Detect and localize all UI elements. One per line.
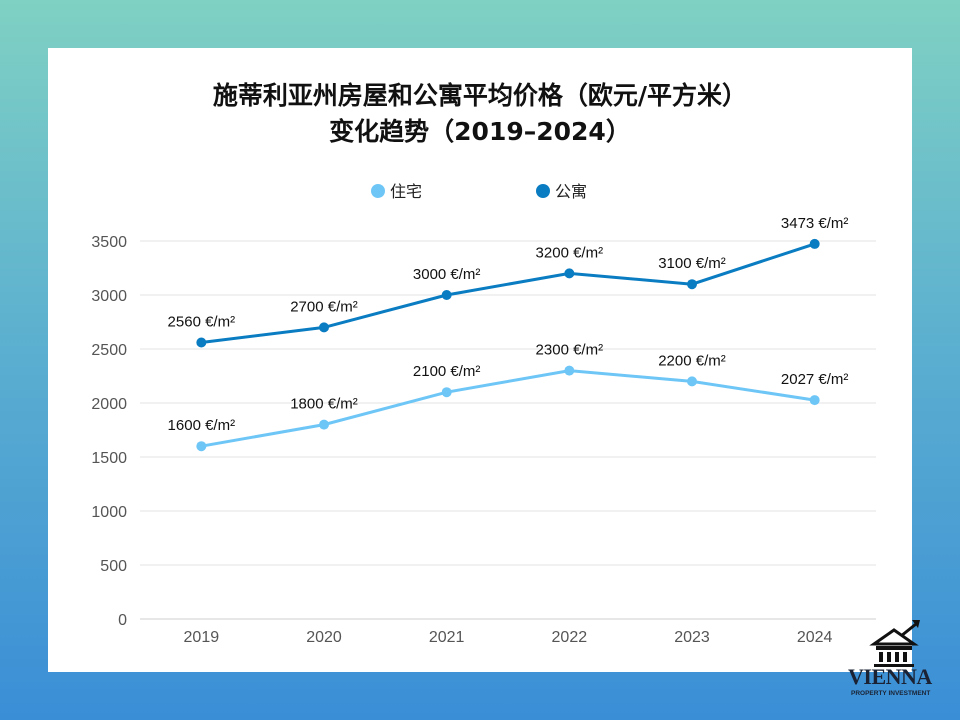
data-label: 2700 €/m² bbox=[290, 298, 358, 315]
data-label: 2027 €/m² bbox=[781, 371, 849, 388]
logo-name: VIENNA bbox=[848, 664, 932, 689]
data-label: 2100 €/m² bbox=[413, 363, 481, 380]
legend-label: 住宅 bbox=[390, 182, 422, 201]
data-label: 3200 €/m² bbox=[536, 244, 604, 261]
data-label: 1600 €/m² bbox=[168, 417, 236, 434]
data-label: 1800 €/m² bbox=[290, 396, 358, 413]
y-tick-label: 3000 bbox=[91, 288, 127, 305]
data-point bbox=[687, 279, 697, 290]
data-label: 2200 €/m² bbox=[658, 352, 726, 369]
data-point bbox=[441, 290, 452, 300]
series-line bbox=[201, 369, 815, 448]
data-point bbox=[564, 365, 575, 376]
legend-marker bbox=[536, 184, 550, 198]
vienna-logo-icon bbox=[869, 620, 920, 667]
data-point bbox=[809, 395, 820, 406]
data-point bbox=[319, 322, 329, 333]
x-tick-label: 2023 bbox=[674, 629, 710, 646]
y-tick-label: 0 bbox=[118, 612, 127, 629]
data-point bbox=[196, 337, 207, 348]
y-tick-label: 2000 bbox=[91, 396, 127, 413]
chart-title-line2: 变化趋势（2019–2024） bbox=[329, 117, 631, 146]
data-point bbox=[564, 268, 575, 279]
y-tick-label: 2500 bbox=[91, 342, 127, 359]
x-tick-label: 2021 bbox=[429, 629, 465, 646]
legend-marker bbox=[371, 184, 385, 198]
data-label: 3473 €/m² bbox=[781, 215, 849, 232]
x-tick-label: 2020 bbox=[306, 629, 342, 646]
data-point bbox=[441, 387, 452, 398]
data-point bbox=[196, 441, 207, 452]
series-line bbox=[201, 242, 816, 345]
y-tick-label: 1000 bbox=[91, 504, 127, 521]
y-tick-label: 3500 bbox=[91, 234, 127, 251]
chart-title-line1: 施蒂利亚州房屋和公寓平均价格（欧元/平方米） bbox=[212, 81, 748, 110]
data-point bbox=[809, 238, 820, 249]
chart-title: 施蒂利亚州房屋和公寓平均价格（欧元/平方米） 变化趋势（2019–2024） bbox=[48, 78, 912, 150]
data-label: 3000 €/m² bbox=[413, 266, 481, 283]
data-point bbox=[687, 376, 697, 387]
y-tick-label: 500 bbox=[100, 558, 127, 575]
x-tick-label: 2022 bbox=[552, 629, 588, 646]
data-label: 2300 €/m² bbox=[536, 342, 604, 359]
x-tick-label: 2019 bbox=[184, 629, 220, 646]
legend-label: 公寓 bbox=[555, 182, 587, 201]
y-tick-label: 1500 bbox=[91, 450, 127, 467]
x-tick-label: 2024 bbox=[797, 629, 833, 646]
data-label: 3100 €/m² bbox=[658, 255, 726, 272]
chart-card: 施蒂利亚州房屋和公寓平均价格（欧元/平方米） 变化趋势（2019–2024） bbox=[48, 48, 912, 672]
data-label: 2560 €/m² bbox=[168, 314, 236, 331]
logo-tagline: PROPERTY INVESTMENT bbox=[851, 690, 931, 697]
data-point bbox=[319, 419, 329, 430]
